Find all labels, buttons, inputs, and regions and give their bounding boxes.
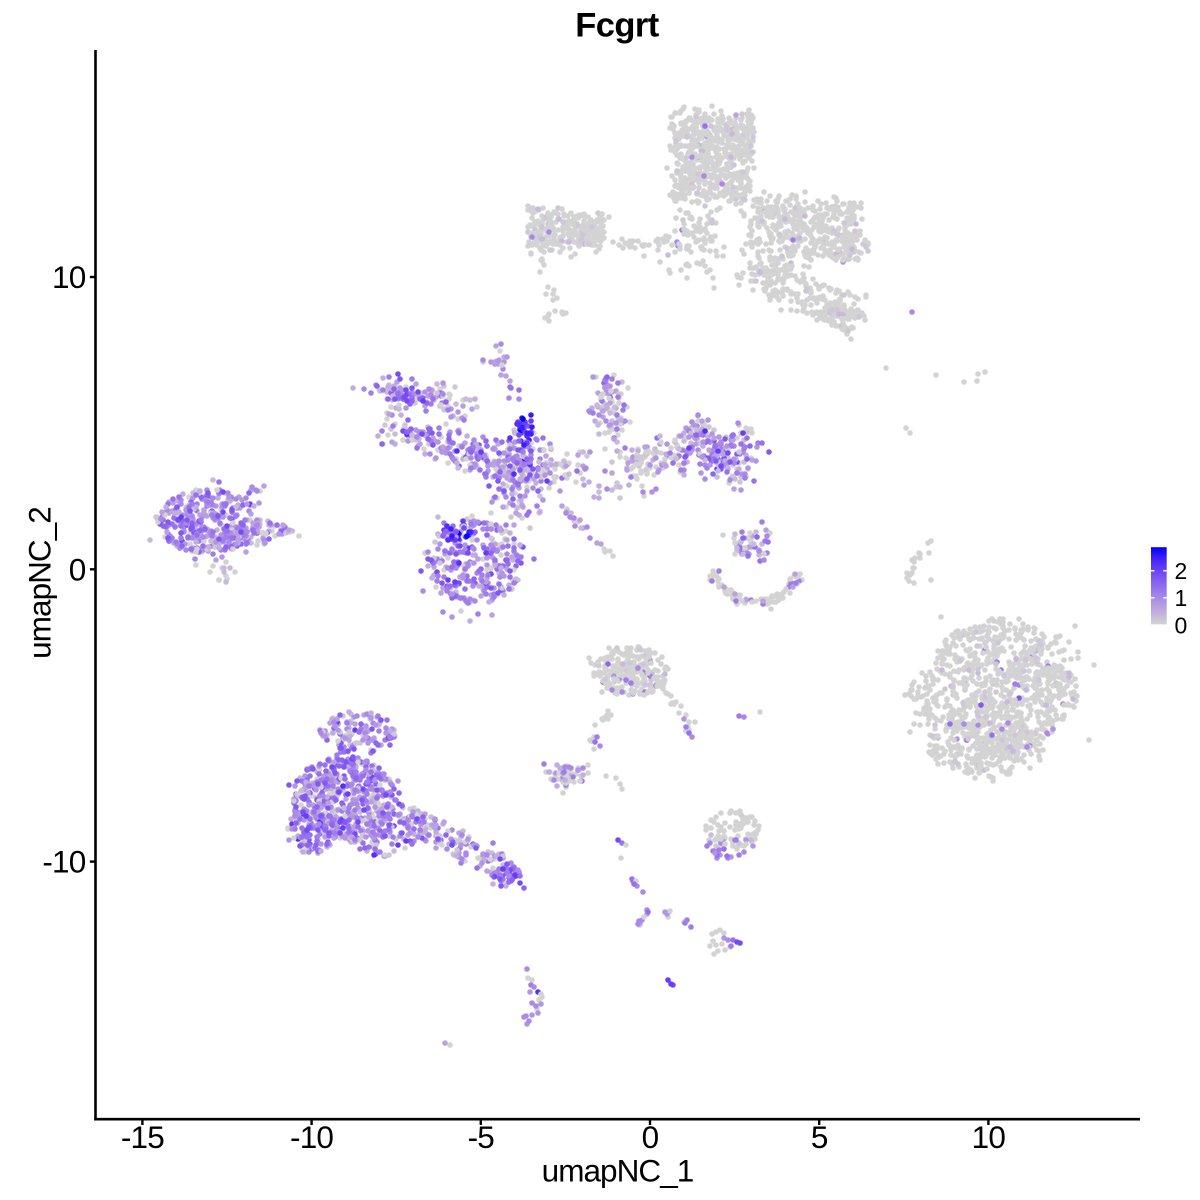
svg-text:10: 10 <box>52 259 86 295</box>
svg-text:Fcgrt: Fcgrt <box>575 7 660 45</box>
svg-text:0: 0 <box>69 551 86 587</box>
svg-text:-5: -5 <box>468 1119 495 1155</box>
svg-text:-10: -10 <box>290 1119 333 1155</box>
svg-text:0: 0 <box>1175 613 1188 639</box>
svg-text:-10: -10 <box>42 844 85 880</box>
svg-text:2: 2 <box>1175 558 1188 584</box>
svg-text:umapNC_2: umapNC_2 <box>22 507 58 659</box>
svg-text:1: 1 <box>1175 585 1188 611</box>
svg-text:0: 0 <box>642 1119 659 1155</box>
svg-text:10: 10 <box>972 1119 1006 1155</box>
svg-text:-15: -15 <box>121 1119 164 1155</box>
svg-text:5: 5 <box>811 1119 828 1155</box>
svg-text:umapNC_1: umapNC_1 <box>542 1153 694 1189</box>
